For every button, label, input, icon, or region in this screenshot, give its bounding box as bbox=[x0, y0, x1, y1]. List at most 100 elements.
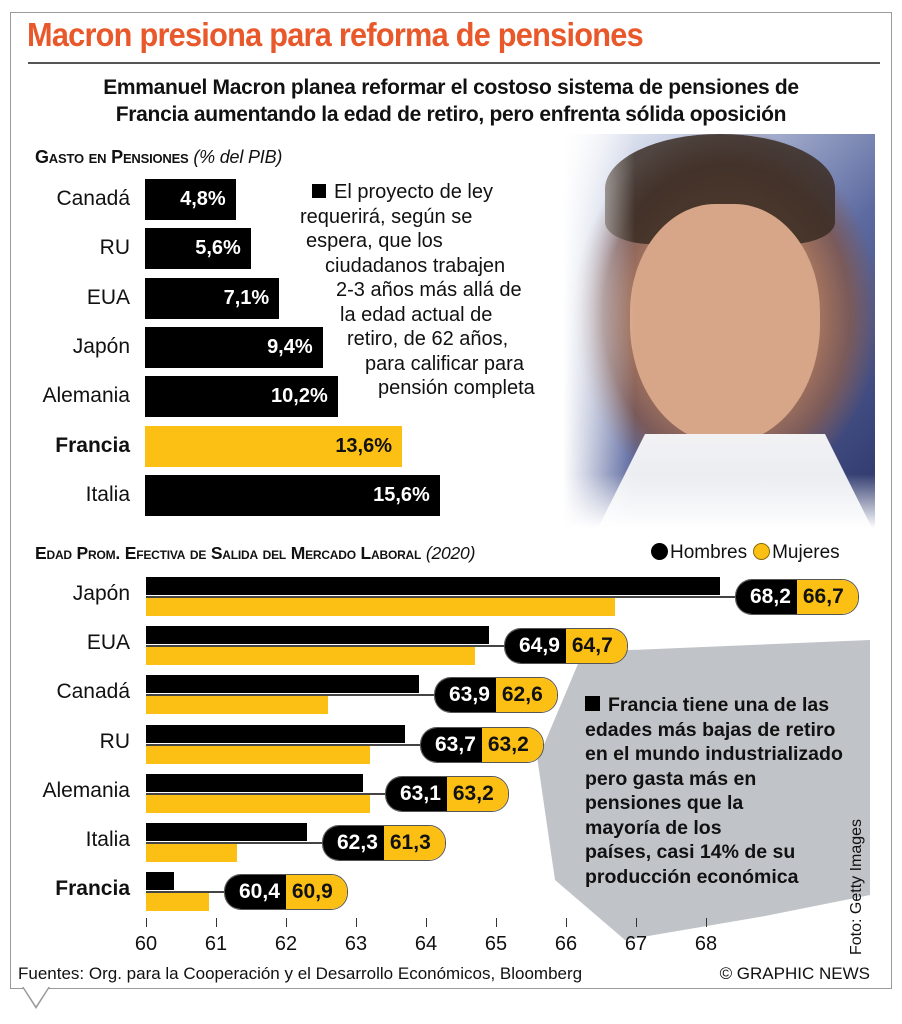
note2-line: producción económica bbox=[585, 865, 799, 888]
chart2-tick-label: 60 bbox=[134, 933, 158, 955]
note1-line: la edad actual de bbox=[340, 303, 493, 326]
note-france-retirement: Francia tiene una de las edades más baja… bbox=[585, 693, 875, 889]
chart2-tick bbox=[636, 918, 637, 927]
chart2-value-women: 64,7 bbox=[565, 629, 627, 664]
chart2-bar-men bbox=[146, 823, 307, 841]
note1-line: El proyecto de ley bbox=[334, 181, 493, 203]
chart2-tick-label: 63 bbox=[344, 933, 368, 955]
chart2-category-label: Japón bbox=[72, 582, 130, 605]
chart1-bar: 15,6% bbox=[145, 474, 440, 516]
note1-line: pensión completa bbox=[378, 377, 535, 399]
bullet-square-icon bbox=[312, 184, 326, 198]
chart2-bar-men bbox=[146, 626, 489, 645]
subtitle-line: Francia aumentando la edad de retiro, pe… bbox=[115, 103, 787, 126]
grunge-background bbox=[537, 640, 870, 940]
chart2-value-women: 62,6 bbox=[495, 678, 557, 713]
chart2-tick-label: 61 bbox=[204, 933, 228, 955]
frame-pointer-inner bbox=[23, 986, 49, 1006]
photo-fade-bottom bbox=[545, 474, 875, 534]
chart2-tick bbox=[356, 918, 357, 927]
chart2-tick bbox=[496, 918, 497, 927]
chart2-value-men: 63,1 bbox=[386, 776, 447, 811]
chart1-bar: 9,4% bbox=[145, 326, 323, 368]
chart2-value-men: 68,2 bbox=[736, 580, 797, 614]
copyright-text: © GRAPHIC NEWS bbox=[719, 964, 870, 983]
chart2-legend: Hombres Mujeres bbox=[645, 542, 840, 564]
chart2-value-men: 62,3 bbox=[323, 826, 384, 860]
macron-photo bbox=[545, 134, 875, 534]
chart1-bar: 7,1% bbox=[145, 277, 280, 319]
subtitle: Emmanuel Macron planea reformar el costo… bbox=[20, 74, 882, 128]
legend-label-women: Mujeres bbox=[772, 542, 840, 563]
chart2-value-pill: 63,7 63,2 bbox=[420, 726, 544, 763]
chart2-bar-women bbox=[146, 696, 328, 715]
note1-line: 2-3 años más allá de bbox=[336, 279, 522, 301]
chart2-value-pill: 62,3 61,3 bbox=[322, 825, 446, 861]
chart2-bar-women bbox=[146, 598, 615, 616]
chart2-leader-line bbox=[146, 743, 424, 746]
chart1-bar: 13,6% bbox=[145, 425, 403, 467]
chart2-tick bbox=[426, 918, 427, 927]
chart2-leader-line bbox=[146, 645, 508, 648]
note2-line: pensiones que la bbox=[585, 792, 744, 814]
chart1-category-label: Francia bbox=[55, 433, 130, 457]
chart2-tick-label: 67 bbox=[624, 933, 648, 955]
legend-dot-men bbox=[651, 543, 668, 560]
chart2-tick-label: 66 bbox=[554, 933, 578, 955]
chart2-value-pill: 68,2 66,7 bbox=[735, 579, 859, 615]
legend-label-men: Hombres bbox=[670, 542, 748, 563]
chart2-leader-line bbox=[146, 792, 389, 795]
chart2-leader-line bbox=[146, 694, 438, 697]
chart1-category-label: Italia bbox=[85, 482, 130, 506]
chart2-value-women: 63,2 bbox=[481, 727, 543, 762]
note2-line: países, casi 14% de su bbox=[585, 841, 796, 863]
note2-line: en el mundo industrializado bbox=[585, 743, 843, 765]
chart1-category-label: Alemania bbox=[42, 384, 130, 408]
photo-face bbox=[630, 204, 820, 444]
note1-line: requerirá, según se bbox=[300, 205, 473, 228]
chart1-category-label: Canadá bbox=[56, 187, 130, 210]
chart2-value-pill: 64,9 64,7 bbox=[504, 628, 628, 665]
chart1-bar: 4,8% bbox=[145, 179, 236, 220]
chart2-title-text: Edad Prom. Efectiva de Salida del Mercad… bbox=[35, 543, 422, 563]
subtitle-line: Emmanuel Macron planea reformar el costo… bbox=[103, 76, 799, 99]
legend-dot-women bbox=[753, 543, 771, 560]
chart2-tick bbox=[146, 918, 147, 927]
bullet-square-icon bbox=[585, 696, 600, 711]
chart1-value-label: 7,1% bbox=[223, 286, 270, 309]
chart1-category-label: Japón bbox=[72, 334, 130, 358]
chart2-bar-women bbox=[146, 745, 370, 764]
photo-credit: Foto: Getty Images bbox=[848, 818, 865, 955]
chart2-bar-women bbox=[146, 844, 237, 862]
chart1-title: Gasto en Pensiones (% del PIB) bbox=[35, 147, 282, 168]
chart2-title: Edad Prom. Efectiva de Salida del Mercad… bbox=[35, 543, 475, 564]
chart2-value-women: 66,7 bbox=[796, 580, 858, 614]
note1-line: para calificar para bbox=[365, 352, 524, 375]
chart2-bar-women bbox=[146, 893, 209, 912]
chart1-value-label: 13,6% bbox=[335, 434, 393, 457]
chart2-tick bbox=[216, 918, 217, 927]
chart2-bar-women bbox=[146, 647, 475, 666]
note1-line: ciudadanos trabajen bbox=[325, 254, 506, 277]
chart2-bar-men bbox=[146, 773, 363, 792]
chart2-value-pill: 63,9 62,6 bbox=[434, 677, 558, 714]
chart2-bar-men bbox=[146, 577, 720, 595]
page-title: Macron presiona para reforma de pensione… bbox=[27, 16, 644, 53]
chart2-category-label: Francia bbox=[55, 877, 130, 901]
chart2-tick bbox=[706, 918, 707, 927]
chart1-category-label: RU bbox=[99, 236, 130, 260]
chart2-value-men: 63,9 bbox=[435, 678, 496, 713]
chart2-category-label: EUA bbox=[86, 631, 130, 655]
chart2-category-label: Canadá bbox=[56, 680, 130, 704]
chart2-bar-men bbox=[146, 872, 174, 891]
chart1-value-label: 5,6% bbox=[195, 237, 241, 260]
chart2-title-note: (2020) bbox=[425, 543, 476, 563]
chart2-tick-label: 65 bbox=[484, 933, 508, 955]
note2-line: edades más bajas de retiro bbox=[585, 718, 836, 741]
chart2-value-women: 60,9 bbox=[285, 875, 347, 910]
chart2-bar-women bbox=[146, 794, 370, 813]
chart1-value-label: 9,4% bbox=[267, 335, 313, 358]
chart2-value-men: 63,7 bbox=[421, 727, 482, 762]
chart2-value-men: 60,4 bbox=[225, 875, 286, 910]
note2-line: mayoría de los bbox=[585, 816, 722, 839]
